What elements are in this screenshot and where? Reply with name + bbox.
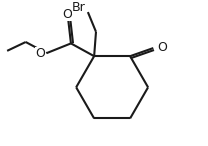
Text: O: O	[36, 47, 45, 60]
Text: Br: Br	[72, 1, 85, 14]
Text: O: O	[157, 41, 167, 54]
Text: O: O	[62, 8, 72, 21]
